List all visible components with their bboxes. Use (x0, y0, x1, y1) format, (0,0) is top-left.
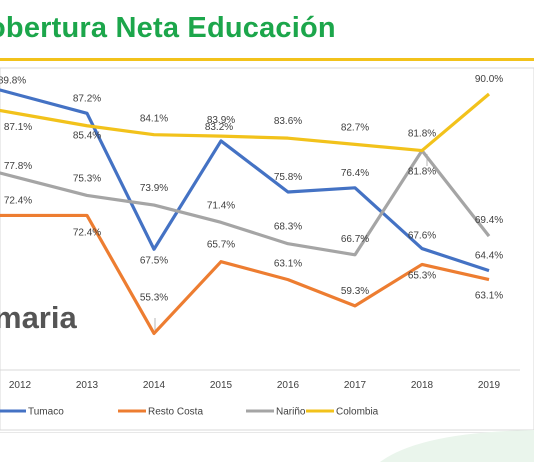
data-label: 69.4% (475, 215, 503, 226)
x-tick-label: 2012 (9, 380, 32, 391)
x-tick-label: 2017 (344, 380, 367, 391)
legend-label: Nariño (276, 407, 306, 418)
x-tick-label: 2015 (210, 380, 233, 391)
data-label: 77.8% (4, 161, 32, 172)
legend-label: Resto Costa (148, 407, 203, 418)
series-line-nari-o (0, 148, 491, 257)
line-chart: 89.8% 87.2% 67.5% 83.2% 75.8% 76.4% 67.6% 64.4%… (0, 67, 534, 431)
data-label: 67.5% (140, 255, 168, 266)
data-label: 87.2% (73, 93, 101, 104)
data-label: 63.1% (475, 291, 503, 302)
slide-title: obertura Neta Educación (0, 12, 336, 44)
data-label: 65.7% (207, 240, 235, 251)
x-tick-label: 2019 (478, 380, 501, 391)
slide-subtitle: maria (0, 300, 77, 335)
footer-divider (0, 432, 534, 433)
data-label: 90.0% (475, 74, 503, 85)
data-label: 71.4% (207, 200, 235, 211)
x-tick-label: 2014 (143, 380, 166, 391)
data-label: 63.1% (274, 259, 302, 270)
data-label: 89.8% (0, 75, 26, 86)
series-line-tumaco (0, 88, 490, 273)
data-label: 83.2% (205, 122, 233, 133)
green-swoosh (380, 430, 534, 462)
data-label: 82.7% (341, 122, 369, 133)
data-label: 75.3% (73, 173, 101, 184)
data-label: 87.1% (4, 122, 32, 133)
data-label: 81.8% (408, 129, 436, 140)
data-label: 68.3% (274, 222, 302, 233)
title-underline (0, 58, 534, 61)
series-line-colombia (0, 92, 491, 153)
legend-label: Colombia (336, 407, 379, 418)
data-label: 72.4% (4, 195, 32, 206)
x-tick-label: 2016 (277, 380, 300, 391)
data-label: 72.4% (73, 227, 101, 238)
legend-label: Tumaco (28, 407, 64, 418)
series-line-resto-costa (0, 213, 490, 336)
data-label: 73.9% (140, 183, 168, 194)
x-tick-label: 2018 (411, 380, 434, 391)
data-label: 84.1% (140, 114, 168, 125)
data-label: 81.8% (408, 167, 436, 178)
data-label: 59.3% (341, 286, 369, 297)
data-label: 55.3% (140, 292, 168, 303)
data-label: 83.6% (274, 116, 302, 127)
data-label: 83.9% (207, 115, 235, 126)
data-label: 66.7% (341, 234, 369, 245)
data-label: 85.4% (73, 131, 101, 142)
data-label: 75.8% (274, 172, 302, 183)
data-label: 76.4% (341, 168, 369, 179)
data-label: 67.6% (408, 231, 436, 242)
data-label: 65.3% (408, 270, 436, 281)
x-tick-label: 2013 (76, 380, 99, 391)
data-label: 64.4% (475, 251, 503, 262)
